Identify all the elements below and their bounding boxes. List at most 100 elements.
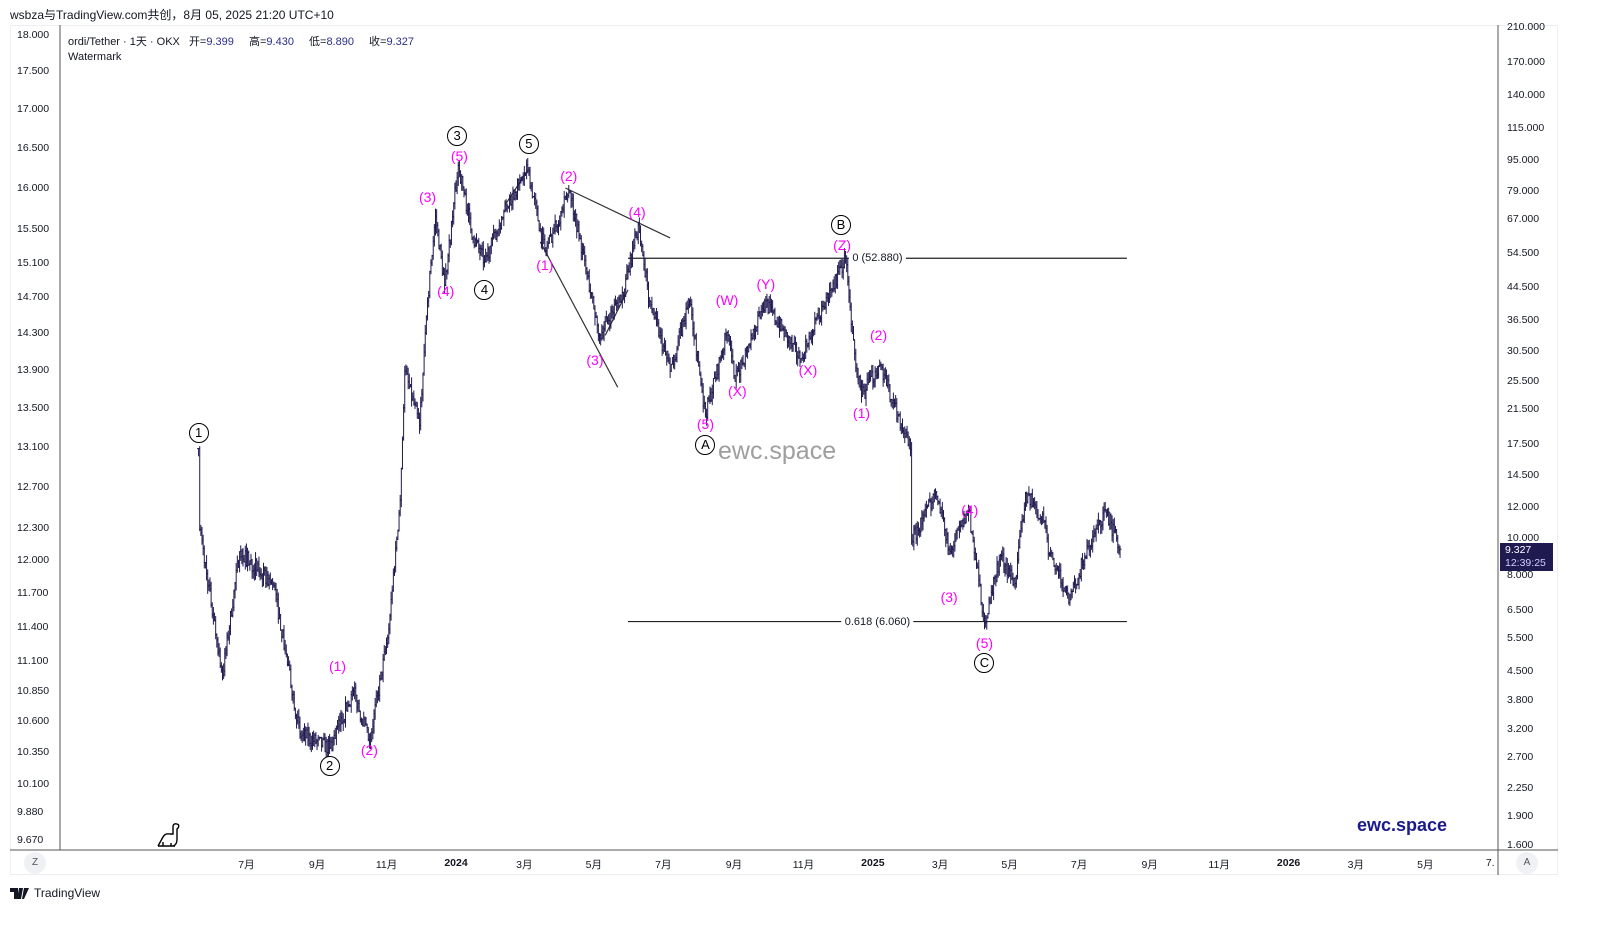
time-axis-tick: 7. (1485, 857, 1495, 869)
left-axis-tick: 15.500 (17, 222, 50, 235)
right-axis-tick: 2.700 (1507, 751, 1534, 764)
right-axis-tick: 36.500 (1507, 314, 1540, 327)
wave-label-minor[interactable]: (Y) (756, 275, 776, 292)
right-axis-tick: 14.500 (1507, 469, 1540, 482)
wave-label-major[interactable]: B (830, 214, 851, 235)
left-axis-tick: 11.700 (17, 587, 49, 600)
wave-label-minor[interactable]: (3) (586, 352, 604, 369)
left-axis-tick: 13.500 (17, 401, 50, 414)
wave-label-minor[interactable]: (5) (975, 635, 994, 652)
trend-line (565, 187, 671, 239)
wave-label-minor[interactable]: (3) (940, 589, 958, 606)
left-axis-tick: 11.100 (17, 655, 49, 668)
right-axis-tick: 12.000 (1507, 500, 1540, 513)
wave-label-minor[interactable]: (X) (727, 382, 747, 399)
wave-label-minor[interactable]: (2) (560, 167, 578, 184)
right-axis-tick: 6.500 (1507, 603, 1534, 616)
right-axis-tick: 170.000 (1507, 56, 1545, 69)
right-axis-tick: 95.000 (1507, 154, 1540, 167)
wave-label-minor[interactable]: (5) (450, 148, 468, 164)
wave-label-major[interactable]: C (974, 653, 995, 674)
right-axis-tick: 30.500 (1507, 344, 1540, 357)
tradingview-brand: TradingView (34, 886, 101, 900)
right-axis-tick: 25.500 (1507, 374, 1540, 387)
left-axis-tick: 13.900 (17, 363, 50, 376)
wave-label-minor[interactable]: (2) (360, 741, 378, 758)
high-label: 高= (248, 36, 267, 48)
right-axis-tick: 1.900 (1507, 810, 1534, 823)
zoom-reset-button[interactable]: Z (24, 852, 46, 874)
time-axis-tick: 2025 (861, 857, 885, 869)
wave-label-minor[interactable]: (X) (798, 361, 818, 378)
dino-icon (157, 823, 180, 847)
left-axis-tick: 18.000 (17, 29, 50, 41)
time-axis-tick: 11月 (792, 859, 815, 871)
brand-watermark: ewc.space (1357, 815, 1448, 835)
right-axis-tick: 115.000 (1507, 121, 1545, 134)
trend-line (539, 241, 619, 388)
fib-level-label: 0.618 (6.060) (841, 615, 914, 628)
wave-label-minor[interactable]: (3) (418, 189, 437, 205)
watermark-text: ewc.space (718, 437, 837, 465)
left-axis-tick: 14.700 (17, 291, 50, 304)
fib-level-label: 0 (52.880) (849, 252, 906, 265)
symbol-legend[interactable]: ordi/Tether · 1天 · OKX 开=9.399 高=9.430 低… (68, 33, 426, 49)
left-axis-tick: 12.700 (17, 480, 50, 493)
time-axis-tick: 7月 (1070, 859, 1088, 871)
time-axis-tick: 3月 (1347, 859, 1364, 871)
right-axis-tick: 5.500 (1507, 631, 1534, 644)
right-axis-tick: 21.500 (1507, 403, 1540, 416)
chart-pane[interactable] (10, 25, 1558, 875)
left-axis-tick: 11.400 (17, 620, 49, 633)
wave-label-minor[interactable]: (1) (536, 257, 554, 273)
candle (198, 446, 202, 532)
wave-label-minor[interactable]: (1) (328, 657, 347, 674)
time-axis-tick: 2024 (444, 857, 468, 869)
wave-label-minor[interactable]: (5) (696, 415, 714, 432)
indicator-watermark-label[interactable]: Watermark (68, 51, 122, 63)
wave-label-minor[interactable]: (Z) (833, 237, 852, 254)
wave-label-major[interactable]: A (695, 434, 716, 455)
bar-countdown: 12:39:25 (1505, 557, 1546, 569)
candle (910, 441, 914, 545)
time-axis-tick: 9月 (308, 859, 326, 871)
left-axis-tick: 15.100 (17, 256, 50, 269)
left-axis-tick: 12.300 (17, 522, 50, 535)
wave-label-minor[interactable]: (1) (852, 405, 871, 422)
auto-scale-button[interactable]: A (1516, 852, 1538, 874)
right-axis-tick: 67.000 (1507, 212, 1540, 225)
time-axis-tick: 9月 (725, 859, 743, 871)
tradingview-footer[interactable]: TradingView (10, 886, 100, 900)
right-axis-tick: 8.000 (1507, 568, 1534, 581)
left-axis-tick: 12.000 (17, 554, 50, 567)
right-axis-tick: 79.000 (1507, 184, 1540, 197)
time-axis-tick: 3月 (931, 859, 949, 871)
right-axis-tick: 1.600 (1507, 838, 1534, 851)
wave-label-minor[interactable]: (4) (961, 501, 979, 518)
wave-label-major[interactable]: 4 (474, 279, 495, 300)
candle (410, 377, 414, 407)
open-label: 开= (188, 36, 207, 48)
right-axis-tick: 140.000 (1507, 88, 1545, 101)
wave-label-major[interactable]: 2 (319, 756, 340, 777)
wave-label-minor[interactable]: (W) (715, 292, 739, 309)
candle (400, 436, 404, 470)
wave-label-minor[interactable]: (2) (870, 326, 888, 343)
left-axis-tick: 10.350 (17, 745, 50, 758)
left-axis-tick: 14.300 (17, 327, 50, 340)
candle (979, 583, 983, 606)
time-axis-tick: 7月 (238, 859, 255, 871)
time-axis-tick: 9月 (1141, 859, 1158, 871)
right-axis-tick: 17.500 (1507, 437, 1540, 450)
left-axis-tick: 9.670 (17, 834, 44, 846)
left-axis-tick: 10.600 (17, 715, 50, 728)
wave-label-major[interactable]: 3 (447, 126, 468, 147)
wave-label-major[interactable]: 1 (188, 423, 209, 444)
high-value: 9.430 (266, 36, 294, 48)
left-axis-tick: 16.500 (17, 141, 50, 154)
wave-label-minor[interactable]: (4) (628, 203, 646, 220)
wave-label-major[interactable]: 5 (518, 134, 539, 155)
wave-label-minor[interactable]: (4) (437, 283, 455, 300)
right-axis-tick: 44.500 (1507, 281, 1540, 294)
